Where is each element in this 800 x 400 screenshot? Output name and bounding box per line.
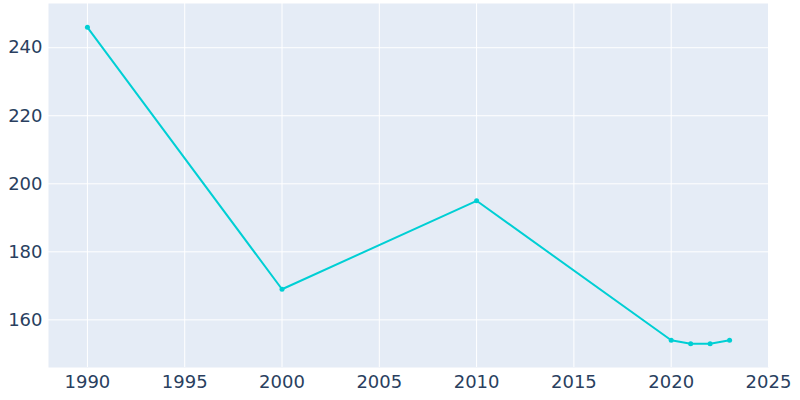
svg-text:2010: 2010: [454, 371, 500, 392]
svg-text:2020: 2020: [648, 371, 694, 392]
svg-text:200: 200: [8, 173, 42, 194]
svg-text:220: 220: [8, 105, 42, 126]
svg-text:1995: 1995: [162, 371, 208, 392]
svg-text:2005: 2005: [356, 371, 402, 392]
svg-text:2025: 2025: [746, 371, 792, 392]
svg-text:2000: 2000: [259, 371, 305, 392]
svg-text:180: 180: [8, 241, 42, 262]
svg-text:240: 240: [8, 36, 42, 57]
svg-text:160: 160: [8, 309, 42, 330]
svg-text:1990: 1990: [65, 371, 111, 392]
svg-text:2015: 2015: [551, 371, 597, 392]
